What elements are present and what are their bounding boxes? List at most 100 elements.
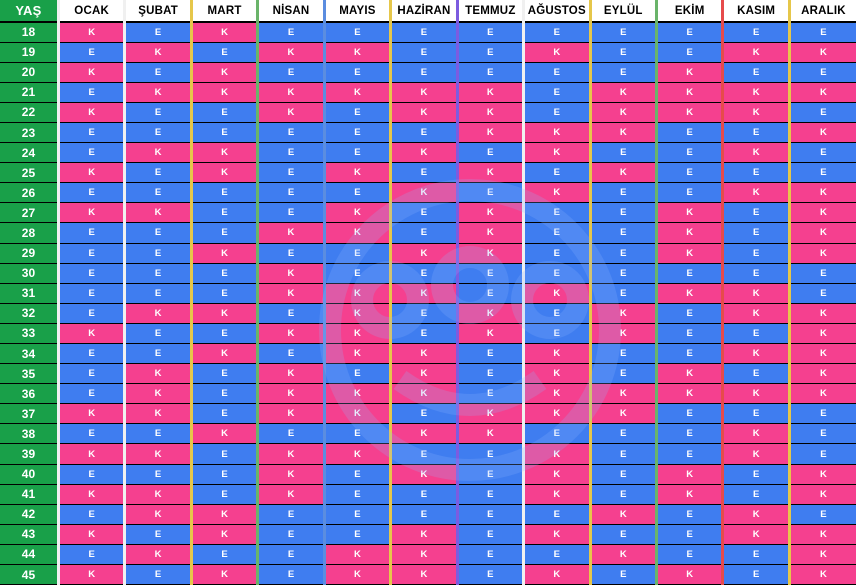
- cell-girl: K: [455, 222, 524, 244]
- cell-boy: E: [389, 504, 458, 525]
- cell-boy: E: [654, 403, 723, 425]
- cell-boy: E: [123, 243, 192, 264]
- cell-girl: K: [189, 303, 258, 324]
- cell-girl: K: [522, 343, 591, 365]
- cell-boy: E: [56, 182, 125, 204]
- month-header: KASIM: [721, 0, 790, 23]
- cell-boy: E: [588, 524, 657, 545]
- cell-boy: E: [654, 343, 723, 365]
- cell-girl: K: [721, 42, 790, 63]
- cell-boy: E: [56, 423, 125, 445]
- cell-boy: E: [455, 283, 524, 304]
- cell-boy: E: [455, 524, 524, 545]
- month-header: OCAK: [56, 0, 125, 23]
- cell-boy: E: [322, 22, 391, 43]
- cell-boy: E: [721, 323, 790, 345]
- cell-girl: K: [588, 323, 657, 345]
- cell-girl: K: [787, 343, 856, 365]
- age-cell: 18: [0, 22, 59, 43]
- cell-boy: E: [322, 504, 391, 525]
- cell-boy: E: [654, 182, 723, 204]
- cell-boy: E: [654, 504, 723, 525]
- cell-girl: K: [322, 403, 391, 425]
- cell-girl: K: [256, 222, 325, 244]
- cell-girl: K: [389, 283, 458, 304]
- cell-boy: E: [123, 162, 192, 184]
- cell-boy: E: [522, 504, 591, 525]
- cell-boy: E: [322, 263, 391, 284]
- cell-boy: E: [787, 443, 856, 465]
- age-cell: 40: [0, 464, 59, 485]
- cell-boy: E: [522, 323, 591, 345]
- cell-girl: K: [588, 504, 657, 525]
- cell-girl: K: [455, 82, 524, 103]
- cell-boy: E: [56, 222, 125, 244]
- cell-girl: K: [721, 443, 790, 465]
- cell-girl: K: [787, 564, 856, 585]
- cell-girl: K: [588, 82, 657, 103]
- cell-boy: E: [189, 182, 258, 204]
- cell-girl: K: [322, 82, 391, 103]
- cell-girl: K: [123, 42, 192, 63]
- cell-boy: E: [189, 484, 258, 505]
- table-row: 21 E K K K K K K E K K K K: [0, 82, 856, 103]
- table-row: 42 E K K E E E E E K E K E: [0, 504, 856, 525]
- cell-boy: E: [189, 544, 258, 566]
- cell-boy: E: [322, 122, 391, 144]
- cell-boy: E: [721, 222, 790, 244]
- age-cell: 29: [0, 243, 59, 264]
- table-row: 32 E K K E K E K E K E K K: [0, 303, 856, 324]
- cell-boy: E: [123, 564, 192, 585]
- age-cell: 24: [0, 142, 59, 164]
- cell-boy: E: [455, 464, 524, 485]
- cell-boy: E: [654, 544, 723, 566]
- table-row: 29 E E K E E K K E E K E K: [0, 243, 856, 264]
- cell-girl: K: [588, 383, 657, 405]
- cell-boy: E: [123, 323, 192, 345]
- cell-boy: E: [123, 222, 192, 244]
- cell-boy: E: [522, 202, 591, 224]
- cell-girl: K: [189, 162, 258, 184]
- age-cell: 44: [0, 544, 59, 566]
- cell-girl: K: [189, 343, 258, 365]
- month-header: MAYIS: [322, 0, 391, 23]
- cell-girl: K: [189, 22, 258, 43]
- cell-girl: K: [389, 564, 458, 585]
- table-row: 23 E E E E E E K K K E E K: [0, 122, 856, 144]
- cell-boy: E: [56, 142, 125, 164]
- cell-girl: K: [455, 303, 524, 324]
- cell-girl: K: [654, 102, 723, 123]
- cell-boy: E: [787, 263, 856, 284]
- cell-boy: E: [588, 202, 657, 224]
- cell-girl: K: [522, 142, 591, 164]
- cell-boy: E: [189, 122, 258, 144]
- cell-boy: E: [189, 443, 258, 465]
- cell-boy: E: [721, 363, 790, 385]
- cell-girl: K: [256, 403, 325, 425]
- table-row: 31 E E E K K K E K E K K E: [0, 283, 856, 304]
- table-row: 24 E K K E E K E K E E K E: [0, 142, 856, 164]
- cell-boy: E: [56, 82, 125, 103]
- cell-girl: K: [322, 202, 391, 224]
- cell-boy: E: [189, 202, 258, 224]
- month-header: AĞUSTOS: [522, 0, 591, 23]
- cell-girl: K: [522, 363, 591, 385]
- age-cell: 21: [0, 82, 59, 103]
- cell-girl: K: [322, 383, 391, 405]
- cell-girl: K: [654, 62, 723, 83]
- cell-girl: K: [787, 82, 856, 103]
- cell-girl: K: [588, 102, 657, 123]
- age-cell: 42: [0, 504, 59, 525]
- cell-boy: E: [389, 22, 458, 43]
- age-cell: 33: [0, 323, 59, 345]
- cell-boy: E: [522, 162, 591, 184]
- cell-boy: E: [389, 443, 458, 465]
- cell-girl: K: [123, 544, 192, 566]
- cell-girl: K: [123, 484, 192, 505]
- cell-girl: K: [787, 122, 856, 144]
- cell-girl: K: [522, 403, 591, 425]
- cell-girl: K: [654, 283, 723, 304]
- table-row: 34 E E K E K K E K E E K K: [0, 343, 856, 365]
- table-row: 22 K E E K E K K E K K K E: [0, 102, 856, 123]
- cell-boy: E: [522, 544, 591, 566]
